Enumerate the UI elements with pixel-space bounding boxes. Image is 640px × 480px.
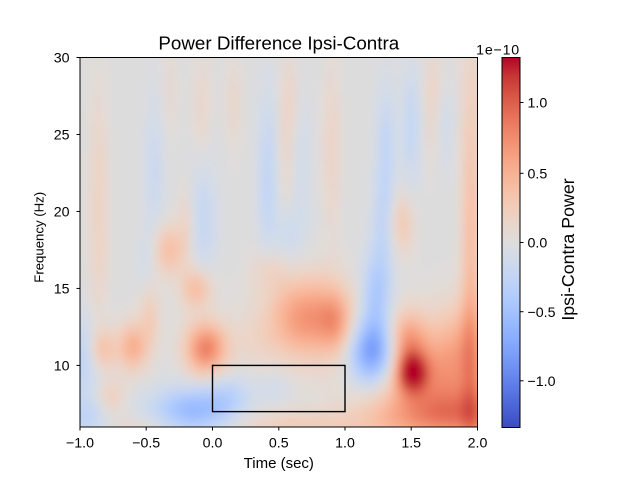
svg-text:0.0: 0.0 [528,236,548,252]
svg-text:Frequency (Hz): Frequency (Hz) [32,192,47,283]
svg-text:−1.0: −1.0 [528,374,556,390]
svg-text:1.0: 1.0 [335,436,355,452]
svg-text:Ipsi-Contra Power: Ipsi-Contra Power [558,178,578,320]
svg-text:−0.5: −0.5 [528,305,556,321]
svg-text:1.5: 1.5 [401,436,421,452]
svg-text:1e−10: 1e−10 [476,42,520,58]
svg-text:2.0: 2.0 [468,436,488,452]
svg-text:1.0: 1.0 [528,96,548,112]
svg-text:15: 15 [54,282,70,298]
svg-text:0.5: 0.5 [528,167,548,183]
svg-text:Time (sec): Time (sec) [244,455,314,472]
svg-text:−0.5: −0.5 [132,436,160,452]
svg-text:Power Difference Ipsi-Contra: Power Difference Ipsi-Contra [158,33,399,54]
svg-text:25: 25 [54,128,70,144]
svg-text:0.0: 0.0 [203,436,223,452]
svg-text:20: 20 [54,205,70,221]
svg-text:−1.0: −1.0 [66,436,94,452]
svg-text:10: 10 [54,359,70,375]
svg-text:30: 30 [54,51,70,67]
svg-text:0.5: 0.5 [269,436,289,452]
